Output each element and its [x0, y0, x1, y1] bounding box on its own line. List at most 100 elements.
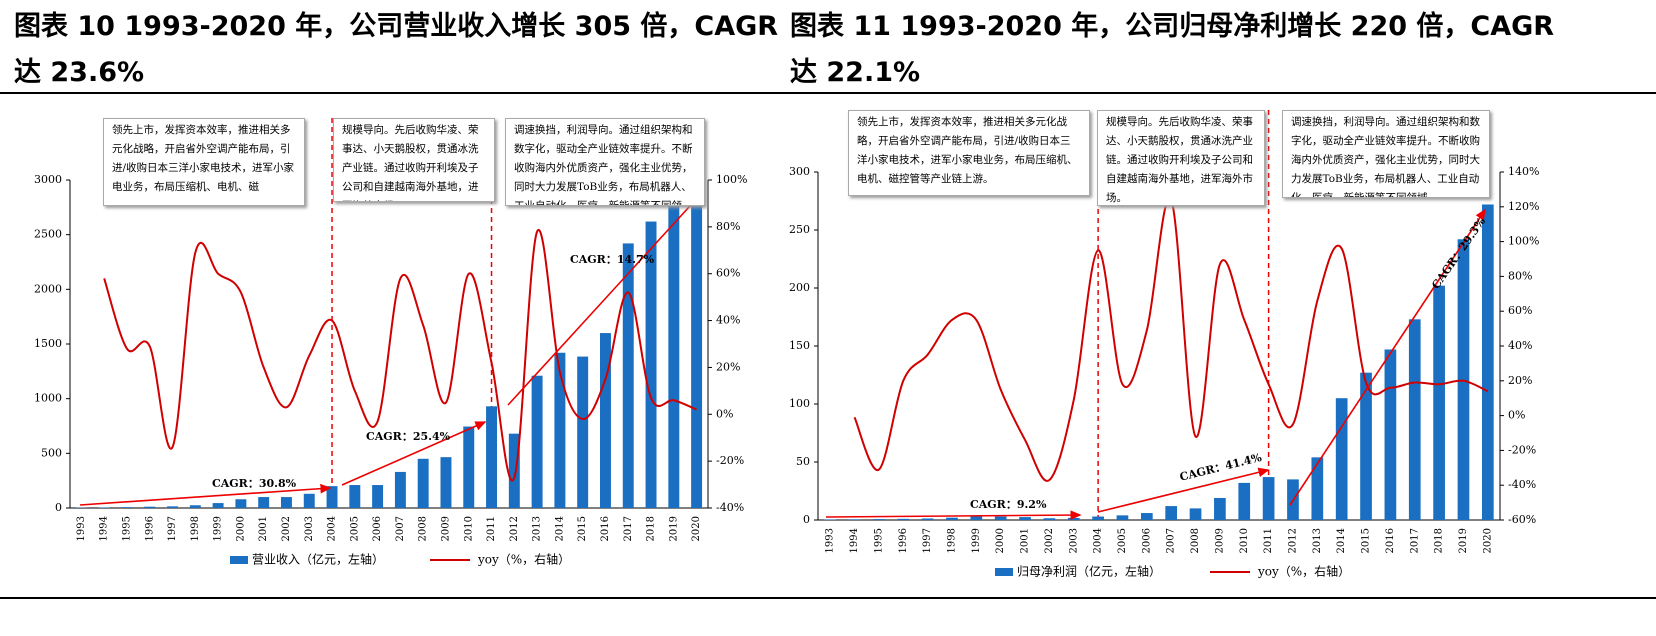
cagr-arrow: [1097, 467, 1270, 513]
bar: [1043, 518, 1056, 520]
x-tick-label: 2008: [418, 516, 429, 541]
x-tick-label: 2009: [440, 516, 451, 541]
bar: [372, 485, 384, 508]
x-tick-label: 2001: [258, 516, 269, 541]
bar: [645, 221, 657, 508]
bar: [1116, 515, 1129, 520]
bar: [440, 457, 452, 508]
y2-tick-label: 0%: [1508, 409, 1525, 422]
y-tick-label: 2500: [34, 228, 62, 241]
bar: [622, 243, 634, 508]
x-tick-label: 2002: [281, 516, 292, 541]
x-tick-label: 2016: [600, 516, 611, 541]
bar: [326, 486, 338, 508]
yoy-line: [103, 228, 697, 482]
panel: 0 500 1000 1500 2000 2500 3000 -40% -20% 0% 20% 40%…: [0, 0, 780, 636]
cagr-label: CAGR：41.4%: [1178, 451, 1263, 484]
yoy-line: [853, 197, 1489, 482]
x-tick-label: 2013: [532, 516, 543, 541]
bar: [303, 493, 315, 508]
x-tick-label: 2000: [995, 528, 1006, 553]
bar: [1335, 398, 1348, 520]
x-tick-label: 1998: [190, 516, 201, 541]
y-tick-label: 500: [41, 446, 62, 459]
bar: [873, 519, 885, 520]
x-tick-label: 2002: [1044, 528, 1055, 553]
bar: [691, 196, 703, 508]
y-tick-label: 2000: [34, 282, 62, 295]
bar: [508, 433, 520, 508]
x-tick-label: 2020: [1482, 528, 1493, 553]
y-tick-label: 250: [789, 223, 810, 236]
y2-tick-label: 60%: [1508, 304, 1532, 317]
y-tick-label: 1500: [34, 337, 62, 350]
cagr-label: CAGR：14.7%: [570, 253, 655, 266]
bar: [1140, 513, 1153, 520]
cagr-label: CAGR：30.8%: [212, 477, 297, 490]
cagr-label: CAGR：25.4%: [366, 430, 451, 443]
y2-tick-label: 100%: [1508, 235, 1539, 248]
x-tick-label: 2007: [1166, 528, 1177, 553]
bar: [1408, 319, 1421, 520]
bar: [463, 426, 475, 508]
y2-tick-label: 60%: [716, 267, 740, 280]
x-tick-label: 2003: [304, 516, 315, 541]
x-tick-label: 2007: [395, 516, 406, 541]
bar: [1092, 516, 1104, 520]
x-tick-label: 2019: [668, 516, 679, 541]
bar: [1189, 508, 1202, 520]
y-tick-label: 200: [789, 281, 810, 294]
x-tick-label: 1997: [922, 528, 933, 553]
x-tick-label: 2017: [1409, 528, 1420, 553]
bar: [258, 497, 270, 508]
bar: [921, 518, 934, 520]
y2-tick-label: -20%: [716, 454, 744, 467]
bar: [235, 499, 247, 508]
bar: [599, 333, 611, 508]
chart-title: 图表 10 1993-2020 年，公司营业收入增长 305 倍，CAGR 达 …: [14, 11, 779, 88]
panel: 0 50 100 150 200 250 300 -60% -40% -20% 0% 20% 40% 60…: [780, 0, 1656, 636]
bar: [417, 458, 429, 508]
bar: [121, 507, 133, 508]
x-tick-label: 1993: [76, 516, 87, 541]
x-tick-label: 2011: [486, 516, 497, 541]
x-tick-label: 1998: [946, 528, 957, 553]
bar: [824, 519, 837, 520]
bar: [280, 497, 292, 508]
bar: [394, 471, 406, 508]
x-tick-label: 1996: [144, 516, 155, 541]
cagr-arrow: [825, 510, 1082, 520]
x-tick-label: 2014: [1336, 528, 1347, 553]
x-tick-label: 1997: [167, 516, 178, 541]
y2-tick-label: -40%: [716, 501, 744, 514]
x-tick-label: 2018: [1434, 528, 1445, 553]
y2-tick-label: 20%: [1508, 374, 1532, 387]
chart: 0 500 1000 1500 2000 2500 3000 -40% -20% 0% 20% 40%…: [34, 118, 747, 567]
top-rule: [0, 92, 1656, 94]
y-tick-label: 3000: [34, 173, 62, 186]
bar: [897, 518, 910, 520]
bar: [1238, 482, 1251, 520]
bar: [144, 506, 156, 508]
y2-tick-label: 80%: [1508, 269, 1532, 282]
bottom-rule: [0, 597, 1656, 599]
x-tick-label: 2008: [1190, 528, 1201, 553]
bar: [970, 516, 983, 520]
x-tick-label: 2017: [623, 516, 634, 541]
bar: [946, 517, 958, 520]
x-tick-label: 2014: [554, 516, 565, 541]
bar: [848, 519, 861, 520]
y-tick-label: 0: [55, 501, 62, 514]
x-tick-label: 2006: [372, 516, 383, 541]
x-tick-label: 2005: [349, 516, 360, 541]
cagr-arrow: [1289, 208, 1486, 506]
chart-title: 图表 11 1993-2020 年，公司归母净利增长 220 倍，CAGR 达 …: [790, 11, 1555, 88]
y2-tick-label: -60%: [1508, 513, 1536, 526]
cagr-arrow: [79, 483, 332, 506]
annotation-box: 领先上市，发挥资本效率，推进相关多元化战略，开启省外空调产能布局，引进/收购日本…: [103, 118, 305, 206]
bar: [531, 375, 543, 508]
cagr-arrow: [341, 421, 487, 486]
cagr-arrow: [507, 193, 702, 406]
x-tick-label: 1994: [99, 516, 110, 541]
y2-tick-label: 100%: [716, 173, 747, 186]
